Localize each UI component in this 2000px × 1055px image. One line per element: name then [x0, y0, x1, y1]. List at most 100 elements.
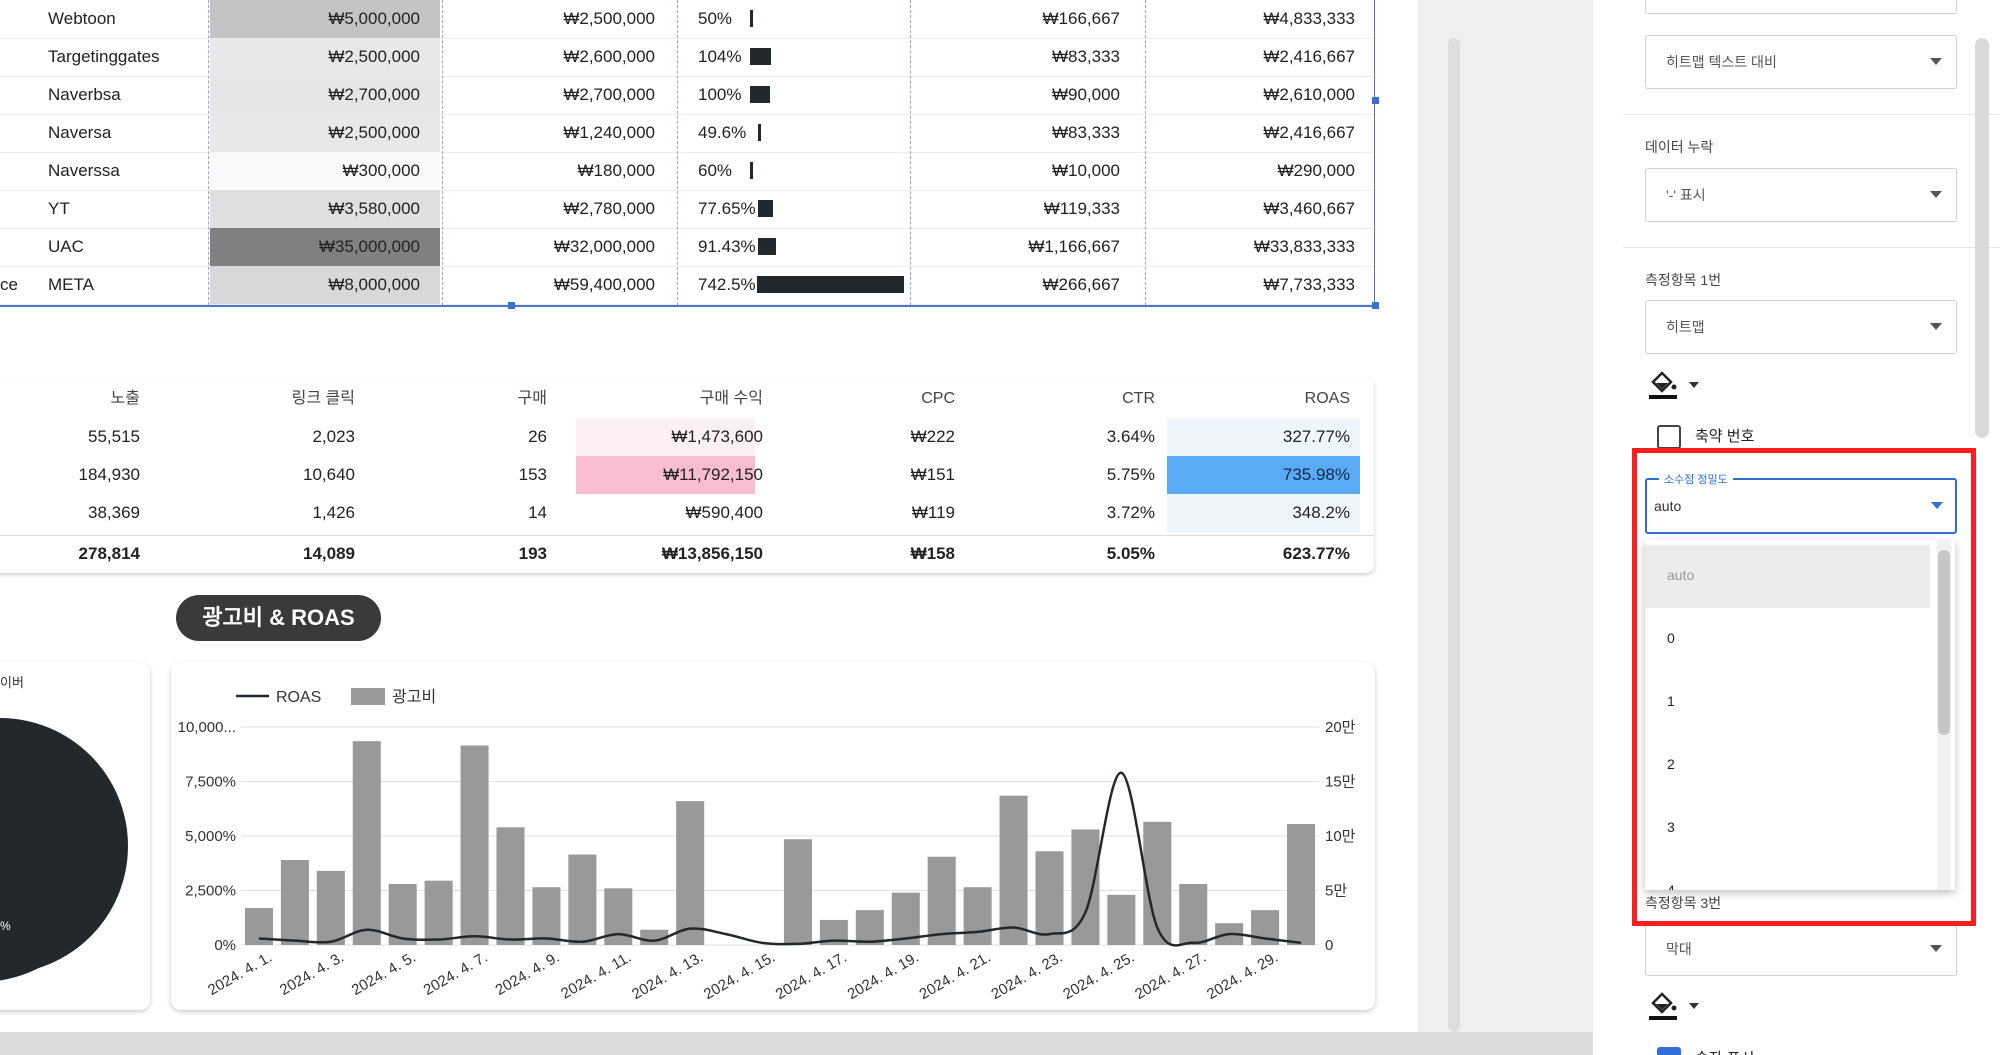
pie-chart-card[interactable]: 이버 %	[0, 662, 150, 1010]
heatmap-contrast-select[interactable]: 히트맵 텍스트 대비	[1645, 35, 1957, 89]
table-row: UAC ₩35,000,000 ₩32,000,000 91.43% ₩1,166,66…	[0, 228, 1375, 267]
spend-bar	[532, 887, 561, 945]
table-cell-pct: 77.65%	[698, 199, 756, 218]
table-cell-name: META	[48, 275, 94, 294]
fill-color-dropdown-icon[interactable]	[1689, 1003, 1699, 1009]
table-cell-daily: ₩266,667	[1042, 275, 1121, 294]
highlight-box	[1632, 448, 1976, 926]
spend-bar	[963, 887, 992, 945]
column-header[interactable]: 링크 클릭	[291, 390, 355, 407]
chevron-down-icon	[1931, 502, 1943, 509]
table-cell: 2,023	[312, 427, 355, 446]
chevron-down-icon	[1930, 323, 1942, 330]
menu-item-0[interactable]: 0	[1645, 608, 1930, 671]
table-cell-spend: ₩2,700,000	[563, 85, 655, 104]
table-cell: 10,640	[303, 465, 355, 484]
column-guide	[1145, 0, 1146, 305]
fill-color-icon[interactable]	[1647, 367, 1681, 401]
resize-handle[interactable]	[1372, 302, 1379, 309]
total-cell: 193	[518, 544, 547, 563]
x-tick-label: 2024. 4. 19.	[845, 949, 922, 1003]
fill-color-icon[interactable]	[1647, 988, 1681, 1022]
table-cell: ₩119	[911, 503, 955, 522]
table-cell: 14	[528, 503, 547, 522]
x-tick-label: 2024. 4. 17.	[773, 949, 850, 1003]
table-cell-pct: 91.43%	[698, 237, 756, 256]
table-cell: ₩1,473,600	[671, 427, 763, 446]
x-tick-label: 2024. 4. 29.	[1204, 949, 1281, 1003]
y-left-tick-label: 7,500%	[185, 774, 236, 791]
percent-bar	[750, 86, 770, 103]
decimal-precision-menu[interactable]: 4 3 2 1 0 auto	[1645, 540, 1955, 890]
column-header[interactable]: 구매	[517, 390, 547, 407]
missing-data-select[interactable]: '-' 표시	[1645, 168, 1957, 222]
spend-bar	[568, 854, 597, 945]
table-cell: ₩222	[910, 427, 955, 446]
x-tick-label: 2024. 4. 15.	[701, 949, 778, 1003]
spend-bar	[1107, 894, 1136, 945]
x-tick-label: 2024. 4. 11.	[558, 949, 634, 1003]
y-left-tick-label: 2,500%	[185, 883, 236, 900]
chevron-down-icon	[1930, 58, 1942, 65]
column-guide	[442, 0, 443, 305]
metric-3-type-select[interactable]: 막대	[1645, 922, 1957, 976]
table-cell-remain: ₩3,460,667	[1263, 199, 1355, 218]
table-cell-lead: ce	[0, 275, 18, 294]
column-header[interactable]: CTR	[1122, 390, 1155, 407]
compact-numbers-checkbox[interactable]	[1657, 425, 1681, 449]
table-cell-name: Naversa	[48, 123, 112, 142]
metrics-table-totals: 278,814 14,089 193 ₩13,856,150 ₩158 5.05% 623.…	[0, 535, 1374, 573]
heatmap-cell	[210, 0, 440, 38]
table-cell-spend: ₩1,240,000	[563, 123, 655, 142]
show-number-checkbox[interactable]	[1657, 1047, 1681, 1055]
table-cell-remain: ₩4,833,333	[1263, 9, 1355, 28]
column-guide	[677, 0, 678, 305]
table-cell: ₩590,400	[685, 503, 764, 522]
menu-item-1[interactable]: 1	[1645, 671, 1930, 734]
column-header[interactable]: ROAS	[1304, 390, 1350, 407]
spend-roas-chart-card[interactable]: 10,000... 20만 7,500% 15만 5,000% 10만 2,500% 5만 0%…	[171, 662, 1375, 1010]
canvas-scrollbar[interactable]	[1448, 38, 1460, 1032]
heatmap-cell	[210, 228, 440, 266]
menu-item-label: 2	[1667, 756, 1675, 772]
panel-scrollbar[interactable]	[1975, 38, 1989, 438]
column-header[interactable]: 구매 수익	[699, 390, 763, 407]
table-cell: 5.75%	[1106, 465, 1155, 484]
menu-item-auto[interactable]: auto	[1645, 545, 1930, 608]
column-header[interactable]: 노출	[110, 390, 140, 407]
heatmap-cell	[210, 190, 440, 228]
y-right-tick-label: 0	[1325, 937, 1333, 954]
table-cell-remain: ₩290,000	[1277, 161, 1356, 180]
metrics-table[interactable]: 노출 링크 클릭 구매 구매 수익 CPC CTR ROAS 55,515 2,023 26 ₩1…	[0, 378, 1374, 573]
heatmap-cell	[210, 38, 440, 76]
resize-handle[interactable]	[508, 302, 515, 309]
percent-bar	[757, 276, 904, 293]
top-select[interactable]	[1645, 0, 1957, 14]
menu-item-3[interactable]: 3	[1645, 797, 1930, 860]
resize-handle[interactable]	[1372, 97, 1379, 104]
spend-bar	[927, 856, 956, 945]
totals-divider	[0, 535, 1374, 536]
column-header[interactable]: CPC	[921, 390, 955, 407]
table-cell-spend: ₩2,500,000	[563, 9, 655, 28]
divider	[1623, 114, 2000, 115]
percent-bar	[750, 48, 771, 65]
menu-item-label: 3	[1667, 819, 1675, 835]
legend-label-roas: ROAS	[276, 689, 321, 706]
total-cell: 623.77%	[1282, 544, 1350, 563]
metric-1-type-select[interactable]: 히트맵	[1645, 300, 1957, 354]
percent-bar	[758, 200, 773, 217]
fill-color-dropdown-icon[interactable]	[1689, 382, 1699, 388]
decimal-precision-select[interactable]: 소수점 정밀도 auto	[1645, 471, 1957, 534]
menu-scroll-thumb[interactable]	[1938, 550, 1950, 735]
budget-table[interactable]: Webtoon ₩5,000,000 ₩2,500,000 50% ₩166,667 ₩4…	[0, 0, 1375, 305]
table-cell-daily: ₩166,667	[1042, 9, 1121, 28]
x-tick-label: 2024. 4. 1.	[205, 949, 275, 999]
menu-item-2[interactable]: 2	[1645, 734, 1930, 797]
table-cell-budget: ₩8,000,000	[328, 275, 420, 294]
spend-bar	[783, 839, 812, 945]
table-cell-name: Webtoon	[48, 9, 116, 28]
menu-item-4[interactable]: 4	[1645, 860, 1930, 890]
report-canvas: Webtoon ₩5,000,000 ₩2,500,000 50% ₩166,667 ₩4…	[0, 0, 1418, 1032]
heat-cell-bg	[576, 418, 755, 456]
